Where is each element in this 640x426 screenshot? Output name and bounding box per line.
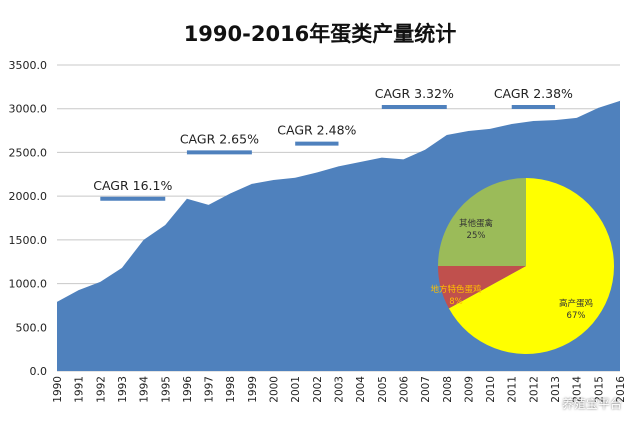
cagr-label: CAGR 3.32% [375, 86, 454, 101]
x-tick-label: 2006 [398, 376, 410, 403]
x-tick-label: 2015 [593, 376, 605, 403]
x-tick-label: 1993 [117, 376, 129, 403]
cagr-label: CAGR 16.1% [93, 178, 172, 193]
y-tick-label: 0.0 [30, 365, 48, 378]
y-tick-label: 3000.0 [9, 103, 48, 116]
x-tick-label: 2016 [615, 376, 627, 403]
pie-slice-label: 高产蛋鸡 [559, 298, 593, 309]
x-tick-label: 1996 [182, 376, 194, 403]
pie-slice [438, 178, 526, 266]
x-tick-label: 2007 [420, 376, 432, 403]
x-tick-label: 2013 [550, 376, 562, 403]
x-tick-label: 2004 [355, 376, 367, 403]
x-tick-label: 1995 [160, 376, 172, 403]
watermark: 养殖宝平台 [561, 397, 622, 411]
y-tick-label: 2000.0 [9, 190, 48, 203]
pie-slice-label: 地方特色蛋鸡 [430, 284, 481, 295]
cagr-label: CAGR 2.65% [180, 131, 259, 146]
y-tick-label: 500.0 [16, 321, 48, 334]
y-tick-label: 1500.0 [9, 234, 48, 247]
y-tick-label: 1000.0 [9, 278, 48, 291]
x-tick-label: 2003 [334, 376, 346, 403]
x-tick-label: 1990 [52, 376, 64, 403]
x-tick-label: 1992 [95, 376, 107, 403]
x-tick-label: 2002 [312, 376, 324, 403]
cagr-label: CAGR 2.38% [494, 86, 573, 101]
x-tick-label: 2012 [528, 376, 540, 403]
x-tick-label: 2005 [377, 376, 389, 403]
x-tick-label: 2011 [507, 376, 519, 403]
x-tick-label: 1999 [247, 376, 259, 403]
pie-slice [448, 178, 614, 354]
x-tick-label: 2010 [485, 376, 497, 403]
x-tick-label: 2000 [269, 376, 281, 403]
pie-slice [438, 266, 526, 309]
pie-slice-percent: 25% [467, 231, 486, 241]
pie-slice-label: 其他蛋禽 [459, 218, 494, 229]
x-tick-label: 1991 [74, 376, 86, 403]
x-tick-label: 1997 [204, 376, 216, 403]
x-tick-label: 1998 [225, 376, 237, 403]
y-tick-label: 2500.0 [9, 146, 48, 159]
pie-slice-percent: 67% [567, 311, 586, 321]
pie-slice-percent: 8% [449, 297, 463, 307]
x-tick-label: 2014 [572, 376, 584, 403]
cagr-label: CAGR 2.48% [277, 123, 356, 138]
y-tick-label: 3500.0 [9, 59, 48, 72]
x-tick-label: 1994 [139, 376, 151, 403]
chart-title: 1990-2016年蛋类产量统计 [183, 22, 457, 46]
x-tick-label: 2001 [290, 376, 302, 403]
x-tick-label: 2009 [463, 376, 475, 403]
x-tick-label: 2008 [442, 376, 454, 403]
